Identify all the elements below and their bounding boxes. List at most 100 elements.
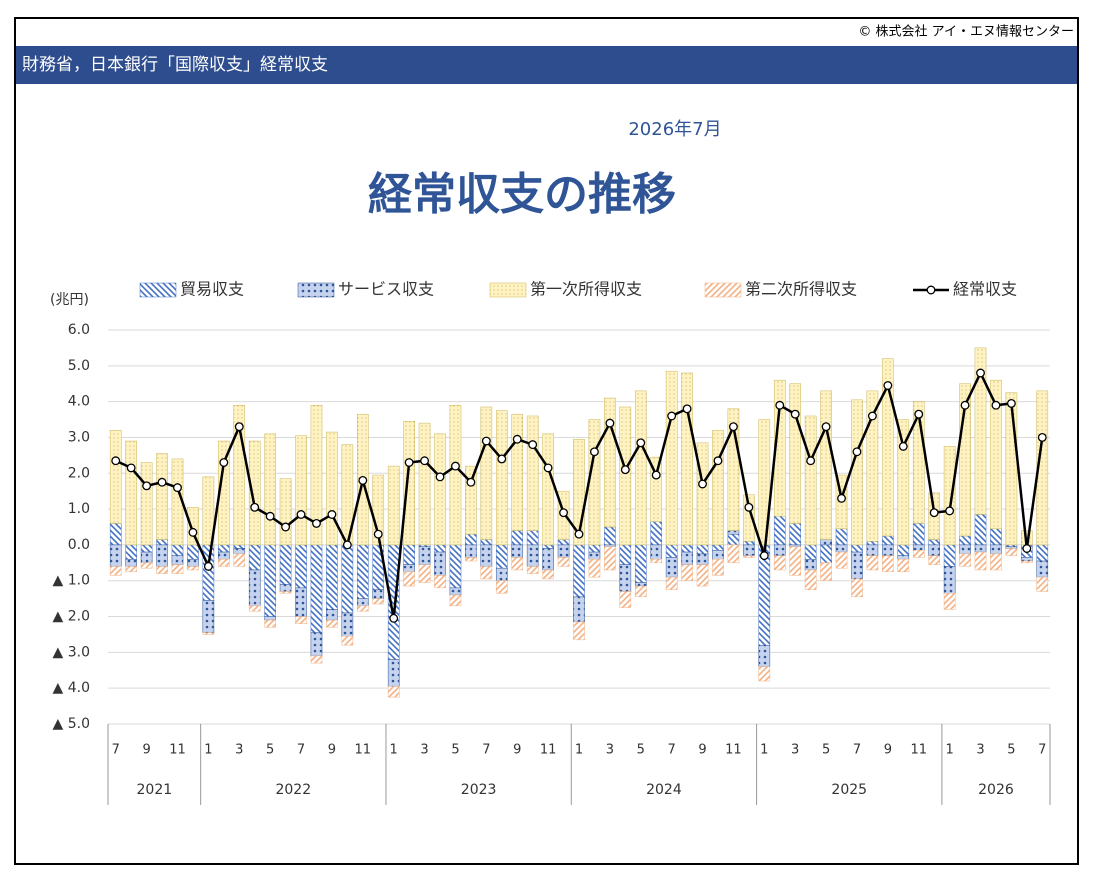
bar-segment: [712, 550, 724, 560]
bar-segment: [202, 632, 215, 635]
line-marker: [327, 510, 337, 519]
bar-segment: [1021, 557, 1033, 562]
line-marker: [744, 502, 754, 512]
bar-segment: [542, 548, 554, 571]
bar-segment: [588, 551, 601, 560]
bar-segment: [372, 589, 385, 599]
bar-segment: [928, 544, 940, 556]
bar-segment: [974, 544, 987, 553]
bar-segment: [372, 598, 385, 605]
bar-segment: [696, 442, 709, 546]
bar-segment: [557, 539, 570, 546]
legend-swatch: [297, 282, 335, 298]
bar-segment: [387, 659, 400, 687]
bar-segment: [897, 419, 910, 546]
x-tick-label: 7: [297, 743, 305, 758]
line-marker: [682, 404, 692, 414]
x-tick-label: 11: [725, 743, 742, 758]
year-label: 2024: [646, 782, 682, 798]
bar-segment: [495, 544, 508, 569]
bar-segment: [897, 555, 910, 560]
bar-segment: [480, 566, 493, 580]
bar-segment: [356, 605, 369, 612]
x-tick-label: 7: [112, 743, 120, 758]
bar-segment: [279, 544, 292, 585]
bar-segment: [650, 456, 663, 522]
x-tick-label: 1: [760, 743, 768, 758]
y-tick-label: ▲ 2.0: [53, 609, 90, 625]
line-marker: [312, 518, 321, 528]
bar-segment: [264, 619, 276, 628]
bar-segment: [511, 530, 524, 546]
bar-segment: [218, 558, 230, 567]
x-tick-label: 9: [328, 743, 336, 758]
bar-segment: [990, 553, 1002, 571]
line-marker: [543, 463, 553, 473]
copyright: © 株式会社 アイ・エヌ情報センター: [858, 24, 1074, 40]
bar-segment: [248, 569, 261, 607]
bar-segment: [495, 567, 508, 581]
bar-segment: [665, 544, 678, 558]
legend-label: 貿易収支: [180, 280, 244, 299]
bar-segment: [990, 379, 1002, 530]
y-tick-label: 6.0: [68, 322, 90, 338]
bar-segment: [882, 555, 894, 573]
bar-segment: [264, 544, 276, 617]
bar-segment: [743, 494, 755, 542]
bar-segment: [125, 566, 137, 573]
bar-segment: [125, 544, 137, 560]
bar-segment: [959, 535, 971, 546]
x-tick-label: 11: [355, 743, 372, 758]
line-marker: [976, 368, 985, 378]
bar-segment: [480, 544, 493, 567]
bar-segment: [248, 544, 261, 571]
x-tick-label: 5: [637, 743, 645, 758]
bar-segment: [665, 370, 678, 546]
x-tick-label: 9: [698, 743, 706, 758]
bar-segment: [495, 580, 508, 594]
bar-segment: [804, 415, 817, 546]
bar-segment: [295, 587, 307, 617]
bar-segment: [140, 544, 153, 553]
line-marker: [945, 506, 955, 516]
line-marker: [790, 409, 800, 419]
bar-segment: [403, 544, 415, 565]
bar-segment: [943, 544, 956, 567]
x-tick-label: 11: [169, 743, 186, 758]
line-marker: [512, 434, 522, 444]
bar-segment: [310, 632, 323, 657]
bar-segment: [789, 383, 802, 524]
bar-segment: [696, 564, 709, 587]
bar-segment: [140, 462, 153, 546]
bar-segment: [403, 564, 415, 573]
bar-segment: [804, 544, 817, 560]
bar-segment: [804, 569, 817, 590]
line-marker: [142, 481, 152, 491]
bar-segment: [851, 544, 863, 553]
banner-text: 財務省，日本銀行「国際収支」経常収支: [22, 55, 328, 75]
bar-segment: [1005, 392, 1018, 546]
bar-segment: [974, 514, 987, 546]
bar-segment: [171, 544, 184, 556]
x-tick-label: 7: [1038, 743, 1046, 758]
legend-swatch: [704, 282, 742, 298]
bar-segment: [820, 562, 832, 581]
bar-segment: [187, 507, 199, 546]
bar-segment: [140, 562, 153, 569]
bar-segment: [712, 430, 724, 546]
x-tick-label: 7: [853, 743, 861, 758]
legend-label: 経常収支: [953, 280, 1017, 299]
bar-segment: [882, 535, 894, 546]
bar-segment: [279, 591, 292, 594]
bar-segment: [109, 430, 122, 524]
bar-segment: [974, 551, 987, 571]
bar-segment: [264, 433, 276, 546]
bar-segment: [835, 544, 848, 553]
bar-segment: [897, 544, 910, 556]
y-tick-label: 3.0: [68, 429, 90, 445]
bar-segment: [789, 546, 802, 576]
x-tick-label: 7: [668, 743, 676, 758]
bar-segment: [634, 390, 647, 546]
bar-segment: [665, 576, 678, 590]
